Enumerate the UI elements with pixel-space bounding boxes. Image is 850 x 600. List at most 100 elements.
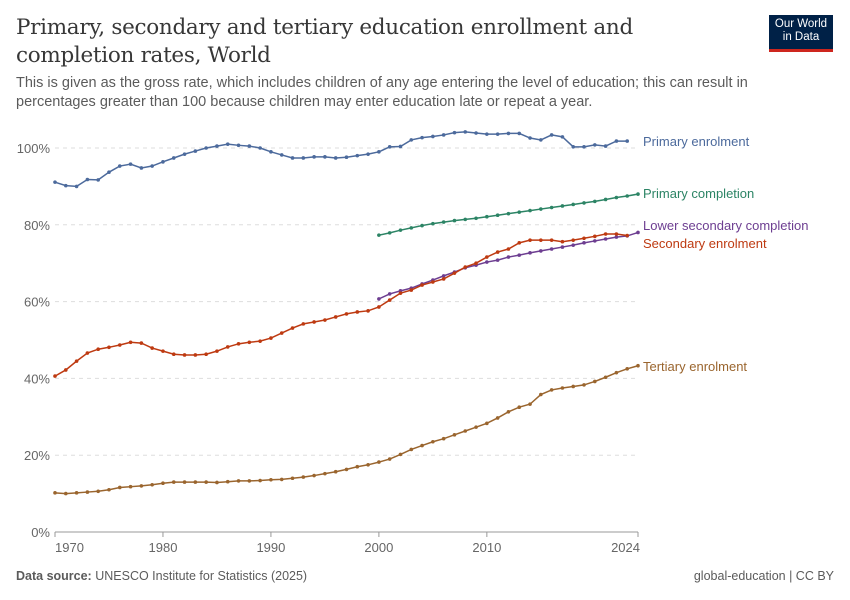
data-point	[593, 379, 597, 384]
data-point	[582, 201, 586, 205]
data-point	[204, 352, 208, 357]
data-point	[614, 235, 619, 239]
data-point	[517, 241, 522, 245]
data-point	[593, 199, 597, 204]
data-point	[139, 166, 144, 170]
data-point	[377, 233, 381, 237]
data-point	[517, 405, 522, 410]
data-point	[117, 485, 122, 490]
data-point	[614, 232, 619, 236]
series-label: Primary completion	[643, 186, 754, 201]
data-point	[312, 320, 316, 324]
data-point	[549, 247, 554, 251]
series-label: Primary enrolment	[643, 134, 750, 149]
series-line-secondary-enrolment	[54, 233, 628, 377]
data-point	[603, 237, 608, 241]
data-point	[344, 467, 349, 472]
data-point	[603, 375, 608, 380]
data-point	[312, 473, 316, 478]
y-tick-label: 20%	[24, 448, 50, 463]
data-point	[636, 192, 640, 196]
data-point	[463, 130, 468, 134]
data-point	[495, 250, 500, 254]
data-point	[323, 471, 327, 476]
data-point	[182, 480, 187, 484]
data-point	[139, 484, 144, 488]
data-point	[528, 402, 532, 406]
series-line-lower-secondary-completion	[378, 231, 639, 300]
data-point	[474, 216, 478, 221]
data-point	[247, 144, 252, 148]
data-point	[485, 421, 489, 426]
data-point	[549, 238, 554, 242]
data-point	[517, 131, 522, 136]
data-point	[290, 156, 295, 160]
series-line-primary-enrolment	[54, 131, 628, 188]
data-point	[323, 318, 327, 322]
owid-logo[interactable]: Our World in Data	[769, 15, 833, 52]
data-point	[517, 210, 522, 214]
data-point	[128, 340, 133, 345]
data-point	[593, 143, 597, 147]
data-point	[474, 261, 478, 266]
data-point	[344, 312, 349, 316]
y-tick-label: 100%	[17, 141, 51, 156]
data-point	[463, 265, 468, 269]
data-point	[290, 326, 295, 330]
data-point	[107, 170, 111, 174]
data-point	[506, 131, 511, 136]
data-point	[279, 153, 284, 157]
data-point	[74, 184, 79, 189]
x-tick-label: 2010	[472, 540, 501, 555]
data-point	[603, 197, 608, 202]
data-point	[96, 178, 100, 182]
data-point	[528, 251, 532, 255]
data-source: Data source: UNESCO Institute for Statis…	[16, 569, 307, 583]
data-point	[452, 433, 457, 437]
data-point	[301, 322, 306, 326]
data-point	[366, 463, 370, 467]
data-point	[366, 152, 370, 156]
data-point	[614, 370, 619, 375]
data-point	[582, 236, 586, 241]
data-point	[139, 341, 144, 345]
data-point	[398, 452, 403, 457]
data-point	[258, 146, 262, 150]
data-point	[398, 291, 403, 295]
data-point	[614, 195, 619, 200]
data-point	[539, 249, 543, 253]
data-point	[398, 144, 403, 149]
data-point	[485, 255, 489, 259]
data-point	[549, 388, 554, 392]
data-point	[387, 292, 392, 296]
data-point	[225, 345, 230, 349]
data-point	[593, 234, 597, 239]
data-point	[636, 363, 640, 368]
data-point	[161, 160, 165, 164]
data-point	[495, 416, 500, 420]
data-point	[74, 359, 79, 363]
data-point	[107, 487, 111, 492]
data-point	[495, 213, 500, 217]
data-point	[452, 218, 457, 223]
chart-title: Primary, secondary and tertiary educatio…	[16, 15, 633, 68]
data-point	[96, 347, 100, 352]
license[interactable]: global-education | CC BY	[693, 569, 834, 583]
data-point	[279, 331, 284, 335]
data-point	[571, 202, 576, 207]
data-point	[377, 305, 381, 309]
data-point	[85, 351, 90, 355]
data-point	[258, 339, 262, 343]
data-point	[279, 477, 284, 482]
data-point	[377, 150, 381, 154]
source-text[interactable]: UNESCO Institute for Statistics (2025)	[95, 569, 308, 583]
data-point	[603, 144, 608, 148]
data-point	[366, 309, 370, 313]
data-point	[625, 233, 630, 238]
data-point	[171, 156, 176, 160]
series-label: Lower secondary completion	[643, 218, 808, 233]
data-point	[549, 205, 554, 210]
data-point	[355, 310, 360, 314]
x-tick-label: 1970	[55, 540, 84, 555]
